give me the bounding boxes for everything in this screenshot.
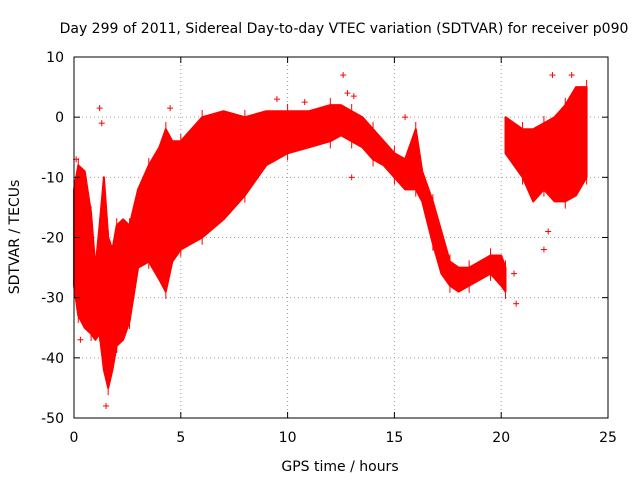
data-point [545, 228, 552, 235]
data-band-late [504, 86, 588, 203]
y-tick-label: -40 [41, 351, 64, 367]
data-point [344, 90, 351, 97]
data-point [568, 72, 575, 79]
data-point [273, 96, 280, 103]
x-tick-label: 20 [492, 430, 510, 446]
data-point [77, 336, 84, 343]
y-tick-label: 0 [55, 110, 64, 126]
x-tick-label: 25 [599, 430, 617, 446]
data-point [340, 72, 347, 79]
data-point [348, 174, 355, 181]
chart-title: Day 299 of 2011, Sidereal Day-to-day VTE… [60, 21, 629, 37]
data-point [350, 93, 357, 100]
data-point [540, 246, 547, 253]
data-point [167, 105, 174, 112]
y-tick-label: -50 [41, 411, 64, 427]
x-tick-label: 10 [279, 430, 297, 446]
x-tick-label: 0 [70, 430, 79, 446]
data-point [511, 270, 518, 277]
data-band-main [73, 104, 507, 389]
data-point [402, 114, 409, 121]
data-point [141, 252, 148, 259]
data-point [549, 72, 556, 79]
y-tick-label: -20 [41, 231, 64, 247]
y-tick-label: -10 [41, 170, 64, 186]
axis-ticks: 0 5 10 15 20 25 -50 -40 -30 -20 -10 0 10 [41, 50, 617, 446]
data-point [103, 402, 110, 409]
y-axis-label: SDTVAR / TECUs [7, 180, 23, 295]
y-tick-label: 10 [46, 50, 64, 66]
data-point [98, 120, 105, 127]
data-point [513, 300, 520, 307]
data-series [73, 72, 588, 409]
data-point [96, 105, 103, 112]
x-axis-label: GPS time / hours [281, 459, 398, 475]
x-tick-label: 15 [385, 430, 403, 446]
x-tick-label: 5 [176, 430, 185, 446]
data-point [301, 99, 308, 106]
y-tick-label: -30 [41, 291, 64, 307]
